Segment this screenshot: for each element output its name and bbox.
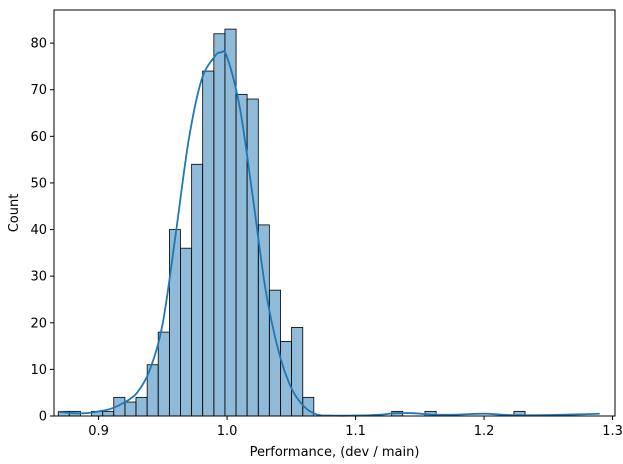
x-tick-label: 1.0	[217, 424, 238, 439]
y-tick-label: 60	[30, 130, 47, 145]
y-tick-label: 10	[30, 363, 47, 378]
y-tick-label: 0	[39, 410, 47, 425]
histogram-bar	[280, 341, 292, 417]
histogram-bar	[180, 247, 193, 417]
histogram-bar	[157, 331, 170, 417]
y-tick-label: 70	[30, 83, 47, 98]
y-tick-label: 20	[30, 316, 47, 331]
x-axis-ticks: 0.9 1.0 1.1 1.2 1.3	[88, 416, 623, 439]
histogram-bar	[246, 98, 259, 417]
y-axis-label: Count	[7, 194, 22, 233]
y-tick-label: 30	[30, 270, 47, 285]
y-axis-ticks: 0 10 20 30 40 50 60 70 80	[30, 37, 54, 425]
histogram-bar	[202, 70, 215, 417]
histogram-bar	[224, 28, 237, 417]
histogram-bar	[168, 229, 181, 417]
kde-curve	[58, 50, 600, 417]
x-tick-label: 1.1	[345, 424, 366, 439]
histogram-bar	[102, 410, 115, 417]
y-tick-label: 80	[30, 37, 47, 52]
histogram-bar	[124, 401, 137, 417]
x-tick-label: 0.9	[88, 424, 109, 439]
y-tick-label: 50	[30, 176, 47, 191]
plot-frame	[53, 9, 616, 417]
x-tick-label: 1.3	[602, 424, 623, 439]
histogram-bar	[135, 396, 148, 417]
histogram-bar	[213, 33, 226, 417]
histogram-bar	[191, 163, 204, 417]
x-axis-label: Performance, (dev / main)	[250, 445, 420, 460]
y-tick-label: 40	[30, 223, 47, 238]
histogram-bars	[57, 28, 526, 417]
x-tick-label: 1.2	[474, 424, 495, 439]
